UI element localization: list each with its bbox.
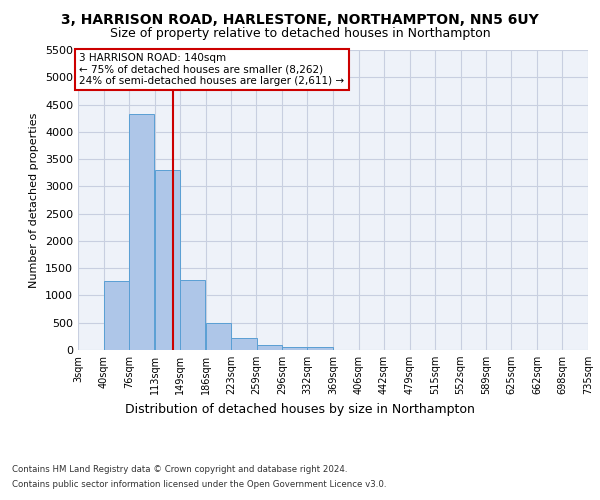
Bar: [104, 282, 130, 350]
Bar: [232, 338, 257, 350]
Text: 3, HARRISON ROAD, HARLESTONE, NORTHAMPTON, NN5 6UY: 3, HARRISON ROAD, HARLESTONE, NORTHAMPTO…: [61, 12, 539, 26]
Text: Distribution of detached houses by size in Northampton: Distribution of detached houses by size …: [125, 402, 475, 415]
Text: Contains public sector information licensed under the Open Government Licence v3: Contains public sector information licen…: [12, 480, 386, 489]
Text: 3 HARRISON ROAD: 140sqm
← 75% of detached houses are smaller (8,262)
24% of semi: 3 HARRISON ROAD: 140sqm ← 75% of detache…: [79, 52, 344, 86]
Text: Contains HM Land Registry data © Crown copyright and database right 2024.: Contains HM Land Registry data © Crown c…: [12, 465, 347, 474]
Bar: [180, 280, 205, 350]
Bar: [283, 346, 308, 350]
Y-axis label: Number of detached properties: Number of detached properties: [29, 112, 40, 288]
Bar: [257, 345, 282, 350]
Text: Size of property relative to detached houses in Northampton: Size of property relative to detached ho…: [110, 28, 490, 40]
Bar: [129, 114, 154, 350]
Bar: [155, 170, 180, 350]
Bar: [307, 348, 333, 350]
Bar: [206, 324, 231, 350]
